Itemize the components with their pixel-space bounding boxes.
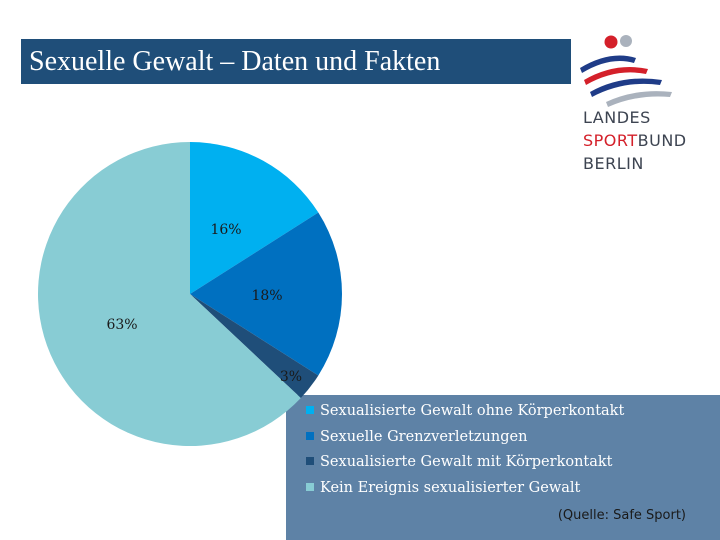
legend-item-3: Sexualisierte Gewalt mit Körperkontakt: [306, 454, 613, 470]
legend-swatch-3: [306, 457, 314, 465]
source-note: (Quelle: Safe Sport): [557, 508, 686, 523]
logo-text-sportbund: SPORTBUND: [583, 131, 687, 151]
legend-panel: [286, 395, 720, 540]
legend-label-3: Sexualisierte Gewalt mit Körperkontakt: [320, 454, 613, 470]
pie-slice-1: [190, 142, 319, 294]
legend-swatch-1: [306, 406, 314, 414]
pie-slice-3: [190, 294, 319, 399]
legend-item-2: Sexuelle Grenzverletzungen: [306, 429, 527, 445]
logo-text-sport: SPORT: [583, 131, 638, 150]
legend-item-4: Kein Ereignis sexualisierter Gewalt: [306, 480, 580, 496]
pie-label-4: 63%: [106, 317, 137, 333]
page-title: Sexuelle Gewalt – Daten und Fakten: [21, 39, 571, 84]
legend-swatch-2: [306, 432, 314, 440]
logo-text-berlin: BERLIN: [583, 154, 644, 173]
pie-label-2: 18%: [251, 288, 282, 304]
legend-label-2: Sexuelle Grenzverletzungen: [320, 429, 528, 445]
logo-text-bund: BUND: [637, 131, 687, 150]
legend-label-4: Kein Ereignis sexualisierter Gewalt: [320, 480, 581, 496]
landessportbund-logo: [580, 35, 672, 107]
legend-item-1: Sexualisierte Gewalt ohne Körperkontakt: [306, 403, 624, 419]
legend-swatch-4: [306, 483, 314, 491]
pie-slice-4: [37, 142, 301, 446]
logo-text-landes: LANDES: [583, 108, 651, 127]
legend-label-1: Sexualisierte Gewalt ohne Körperkontakt: [320, 403, 625, 419]
pie-slice-2: [190, 212, 342, 376]
pie-label-1: 16%: [210, 222, 241, 238]
pie-label-3: 3%: [280, 369, 302, 385]
